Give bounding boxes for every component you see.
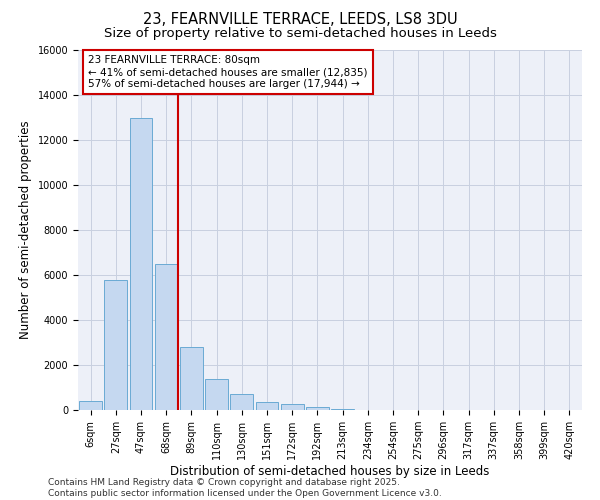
X-axis label: Distribution of semi-detached houses by size in Leeds: Distribution of semi-detached houses by …	[170, 465, 490, 478]
Text: Contains HM Land Registry data © Crown copyright and database right 2025.
Contai: Contains HM Land Registry data © Crown c…	[48, 478, 442, 498]
Y-axis label: Number of semi-detached properties: Number of semi-detached properties	[19, 120, 32, 340]
Bar	[180, 347, 203, 410]
Text: Size of property relative to semi-detached houses in Leeds: Size of property relative to semi-detach…	[104, 28, 496, 40]
Bar	[205, 378, 228, 410]
Bar	[104, 280, 127, 410]
Bar	[281, 404, 304, 410]
Text: 23 FEARNVILLE TERRACE: 80sqm
← 41% of semi-detached houses are smaller (12,835)
: 23 FEARNVILLE TERRACE: 80sqm ← 41% of se…	[88, 56, 368, 88]
Bar	[256, 402, 278, 410]
Bar	[306, 406, 329, 410]
Text: 23, FEARNVILLE TERRACE, LEEDS, LS8 3DU: 23, FEARNVILLE TERRACE, LEEDS, LS8 3DU	[143, 12, 457, 28]
Bar	[155, 264, 178, 410]
Bar	[331, 408, 354, 410]
Bar	[79, 401, 102, 410]
Bar	[230, 394, 253, 410]
Bar	[130, 118, 152, 410]
